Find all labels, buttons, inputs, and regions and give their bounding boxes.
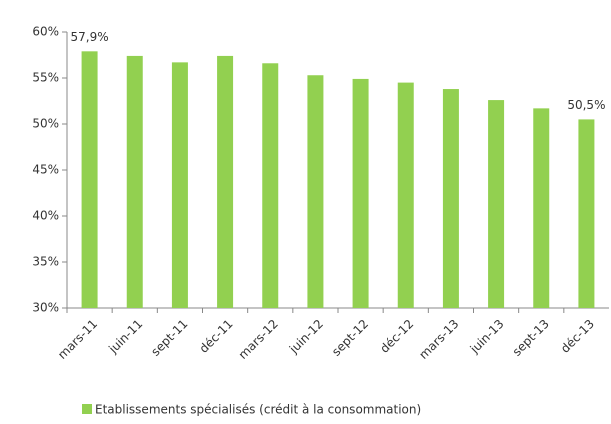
x-tick-label: sept-11 xyxy=(148,317,190,359)
x-tick-label: déc-12 xyxy=(377,317,416,356)
y-tick-label: 60% xyxy=(32,25,59,39)
x-tick-label: déc-13 xyxy=(558,317,597,356)
y-tick-label: 35% xyxy=(32,255,59,269)
y-tick-label: 50% xyxy=(32,117,59,131)
data-label: 57,9% xyxy=(71,30,109,44)
bar xyxy=(171,62,188,308)
bar xyxy=(442,89,459,308)
x-tick-label: mars-11 xyxy=(55,317,100,362)
x-tick-label: sept-13 xyxy=(510,317,552,359)
bar xyxy=(533,108,550,308)
legend-label: Etablissements spécialisés (crédit à la … xyxy=(95,403,421,417)
x-tick-label: juin-11 xyxy=(105,317,145,357)
x-tick-label: sept-12 xyxy=(329,317,371,359)
bar xyxy=(578,119,595,309)
bar xyxy=(126,55,143,308)
bar xyxy=(397,82,414,308)
y-tick-label: 55% xyxy=(32,71,59,85)
bar xyxy=(488,100,505,308)
x-tick-label: déc-11 xyxy=(197,317,236,356)
x-tick-label: juin-13 xyxy=(467,317,507,357)
data-label: 50,5% xyxy=(567,98,605,112)
bar xyxy=(307,75,324,309)
bar xyxy=(217,55,234,308)
legend-swatch xyxy=(82,404,92,414)
x-tick-label: mars-12 xyxy=(236,317,281,362)
y-tick-label: 45% xyxy=(32,163,59,177)
bar xyxy=(262,63,279,308)
x-tick-label: juin-12 xyxy=(286,317,326,357)
bar xyxy=(81,51,98,308)
bar xyxy=(352,78,369,308)
y-tick-label: 30% xyxy=(32,301,59,315)
y-tick-label: 40% xyxy=(32,209,59,223)
x-tick-label: mars-13 xyxy=(416,317,461,362)
